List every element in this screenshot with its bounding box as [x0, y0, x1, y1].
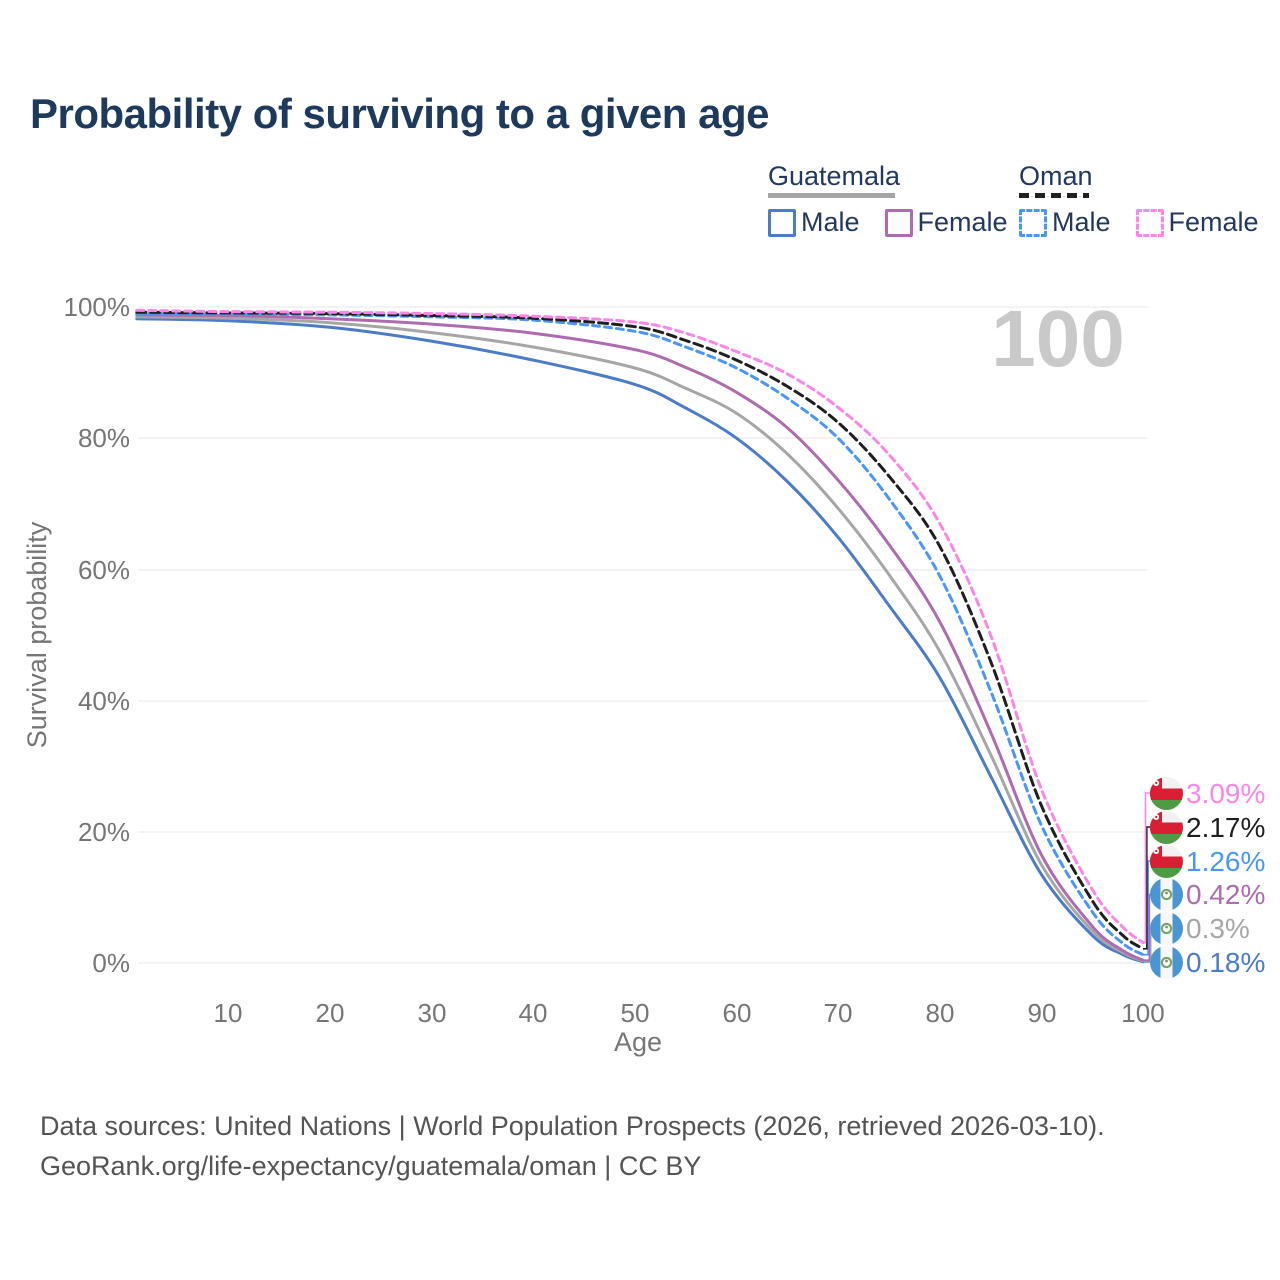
x-tick: 90 [1028, 998, 1057, 1028]
footer: Data sources: United Nations | World Pop… [40, 1106, 1105, 1186]
end-label-value: 3.09% [1186, 777, 1266, 809]
end-label-oman-female: 3.09% [1150, 777, 1265, 810]
x-tick: 10 [214, 998, 243, 1028]
checkbox-icon[interactable] [1135, 208, 1164, 237]
y-axis-tick-labels: 100% 80% 60% 40% 20% 0% [64, 292, 131, 978]
end-label-value: 0.3% [1186, 912, 1250, 944]
end-label-guatemala-all: 0.3% [1150, 912, 1250, 945]
x-axis-tick-labels: 10 20 30 40 50 60 70 80 90 100 [214, 998, 1165, 1028]
end-label-connector-gtFemale [1143, 893, 1151, 961]
end-label-value: 1.26% [1186, 845, 1266, 877]
y-tick: 100% [64, 292, 131, 322]
legend: Guatemala Male Female Oman [0, 162, 1280, 242]
x-tick: 30 [418, 998, 447, 1028]
checkbox-icon[interactable] [1019, 208, 1047, 237]
y-tick: 60% [78, 555, 130, 585]
legend-country-label: Oman [1019, 161, 1093, 191]
attribution-line: GeoRank.org/life-expectancy/guatemala/om… [40, 1151, 702, 1181]
curve-gtFemale[interactable] [135, 313, 1145, 962]
guatemala-flag-icon [1150, 878, 1183, 911]
guatemala-combined-line-swatch [768, 193, 895, 198]
curve-omFemale[interactable] [135, 308, 1145, 945]
y-tick: 40% [78, 686, 130, 716]
x-tick: 60 [723, 998, 752, 1028]
x-tick: 40 [519, 998, 548, 1028]
legend-country-label: Guatemala [768, 161, 901, 191]
end-label-connector-omFemale [1143, 792, 1150, 944]
oman-flag-icon [1150, 845, 1183, 878]
curve-gtMale[interactable] [135, 317, 1145, 964]
page-title: Probability of surviving to a given age [30, 90, 769, 137]
end-label-connector-omMale [1143, 860, 1150, 956]
legend-group-oman: Oman Male Female [1019, 162, 1259, 238]
legend-item-oman-male[interactable]: Male [1019, 207, 1111, 238]
end-label-connector-omAll [1143, 826, 1150, 950]
end-label-value: 0.18% [1186, 946, 1266, 978]
end-label-guatemala-female: 0.42% [1150, 878, 1265, 911]
curve-gtAll[interactable] [135, 315, 1145, 963]
guatemala-flag-icon [1150, 912, 1183, 945]
checkbox-icon[interactable] [768, 208, 796, 237]
end-label-oman-male: 1.26% [1150, 845, 1265, 878]
end-label-connectors [1143, 792, 1153, 963]
age-watermark: 100 [991, 294, 1124, 383]
end-label-oman-all: 2.17% [1150, 811, 1265, 844]
x-axis-title: Age [614, 1027, 662, 1057]
legend-item-oman-female[interactable]: Female [1135, 207, 1259, 238]
legend-group-guatemala: Guatemala Male Female [768, 162, 1008, 238]
y-tick: 20% [78, 817, 130, 847]
survival-curves [135, 308, 1145, 964]
oman-flag-icon [1150, 811, 1183, 844]
legend-item-label: Female [1168, 207, 1259, 237]
x-tick: 80 [926, 998, 955, 1028]
legend-item-guatemala-female[interactable]: Female [884, 207, 1008, 238]
legend-country-oman[interactable]: Oman [1019, 162, 1259, 198]
gridlines [138, 306, 1148, 964]
guatemala-flag-icon [1150, 946, 1183, 979]
end-label-value: 0.42% [1186, 878, 1266, 910]
data-sources-line: Data sources: United Nations | World Pop… [40, 1111, 1105, 1141]
x-tick: 20 [316, 998, 345, 1028]
legend-country-guatemala[interactable]: Guatemala [768, 162, 1008, 198]
y-tick: 0% [92, 948, 130, 978]
y-tick: 80% [78, 423, 130, 453]
x-tick: 50 [621, 998, 650, 1028]
legend-item-label: Male [1052, 207, 1111, 237]
oman-combined-line-swatch [1019, 193, 1089, 198]
curve-omAll[interactable] [135, 310, 1145, 951]
legend-item-label: Female [917, 207, 1008, 237]
x-tick: 70 [824, 998, 853, 1028]
end-label-value: 2.17% [1186, 811, 1266, 843]
curve-omMale[interactable] [135, 312, 1145, 957]
checkbox-icon[interactable] [884, 208, 913, 237]
y-axis-title: Survival probability [22, 521, 52, 748]
legend-item-guatemala-male[interactable]: Male [768, 207, 860, 238]
end-label-guatemala-male: 0.18% [1150, 946, 1265, 979]
oman-flag-icon [1150, 777, 1183, 810]
legend-item-label: Male [801, 207, 860, 237]
x-tick: 100 [1121, 998, 1164, 1028]
